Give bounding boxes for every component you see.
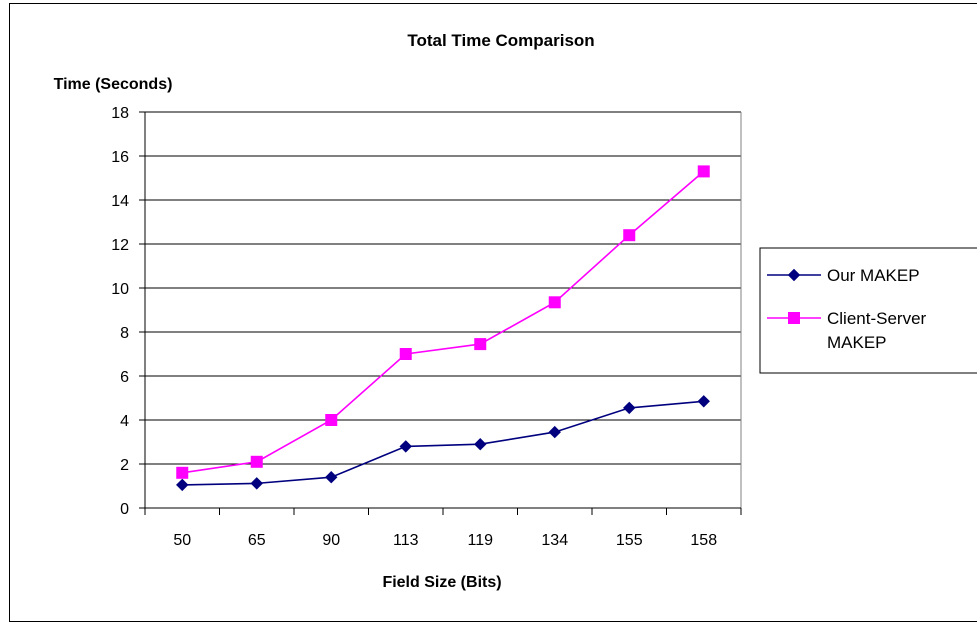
y-tick-label: 14	[111, 193, 129, 210]
x-tick-label: 158	[690, 532, 717, 549]
legend-label: MAKEP	[827, 333, 887, 352]
legend-label: Our MAKEP	[827, 266, 920, 285]
x-tick-label: 90	[322, 532, 340, 549]
y-tick-label: 0	[120, 501, 129, 518]
x-tick-label: 119	[467, 532, 493, 549]
legend: Our MAKEP Client-Server MAKEP	[759, 247, 977, 374]
y-tick-label: 16	[111, 149, 129, 166]
y-tick-label: 12	[111, 237, 129, 254]
series-2-point	[548, 296, 561, 309]
y-axis-title: Time (Seconds)	[54, 76, 173, 93]
series-2-point	[250, 455, 263, 468]
y-tick-label: 4	[120, 413, 129, 430]
series-1-point	[474, 437, 487, 451]
series-1-point	[623, 401, 636, 415]
series-2	[176, 165, 710, 479]
series-2-line	[182, 170, 705, 474]
y-tick-label: 2	[120, 457, 129, 474]
series-2-point	[399, 348, 412, 360]
chart-title: Total Time Comparison	[407, 31, 594, 50]
y-tick-label: 10	[111, 281, 129, 298]
series-1-point	[697, 395, 710, 408]
series-1-line	[182, 400, 704, 486]
tick-labels: 0 2 4 6 8 10 12 14 16 18 50 65 90 113 119 134 155 158	[111, 105, 717, 549]
x-axis-title: Field Size (Bits)	[382, 574, 501, 591]
series-2-point	[697, 165, 710, 178]
series-1-point	[548, 425, 561, 439]
series-1	[176, 395, 710, 492]
series	[176, 165, 710, 492]
series-1-point	[250, 477, 263, 490]
legend-swatch-marker	[787, 268, 801, 282]
series-2-point	[325, 414, 338, 426]
series-1-point	[325, 470, 338, 484]
series-1-point	[399, 440, 412, 453]
series-2-point	[623, 229, 636, 242]
legend-swatch-marker	[788, 312, 800, 324]
x-tick-label: 155	[616, 532, 643, 549]
series-2-point	[474, 338, 487, 351]
y-tick-label: 6	[120, 369, 129, 386]
legend-entry-1: Our MAKEP	[767, 266, 920, 285]
y-tick-label: 8	[120, 325, 129, 342]
x-tick-label: 65	[248, 532, 266, 549]
x-tick-label: 50	[173, 532, 191, 549]
y-tick-label: 18	[111, 105, 129, 122]
series-1-point	[176, 478, 189, 492]
axes	[139, 111, 742, 515]
gridlines	[145, 111, 742, 508]
x-tick-label: 113	[393, 532, 419, 549]
legend-label: Client-Server	[827, 309, 927, 328]
series-2-point	[176, 466, 189, 479]
x-tick-label: 134	[541, 532, 568, 549]
legend-box	[759, 247, 977, 374]
legend-entry-2: Client-Server MAKEP	[767, 309, 927, 352]
